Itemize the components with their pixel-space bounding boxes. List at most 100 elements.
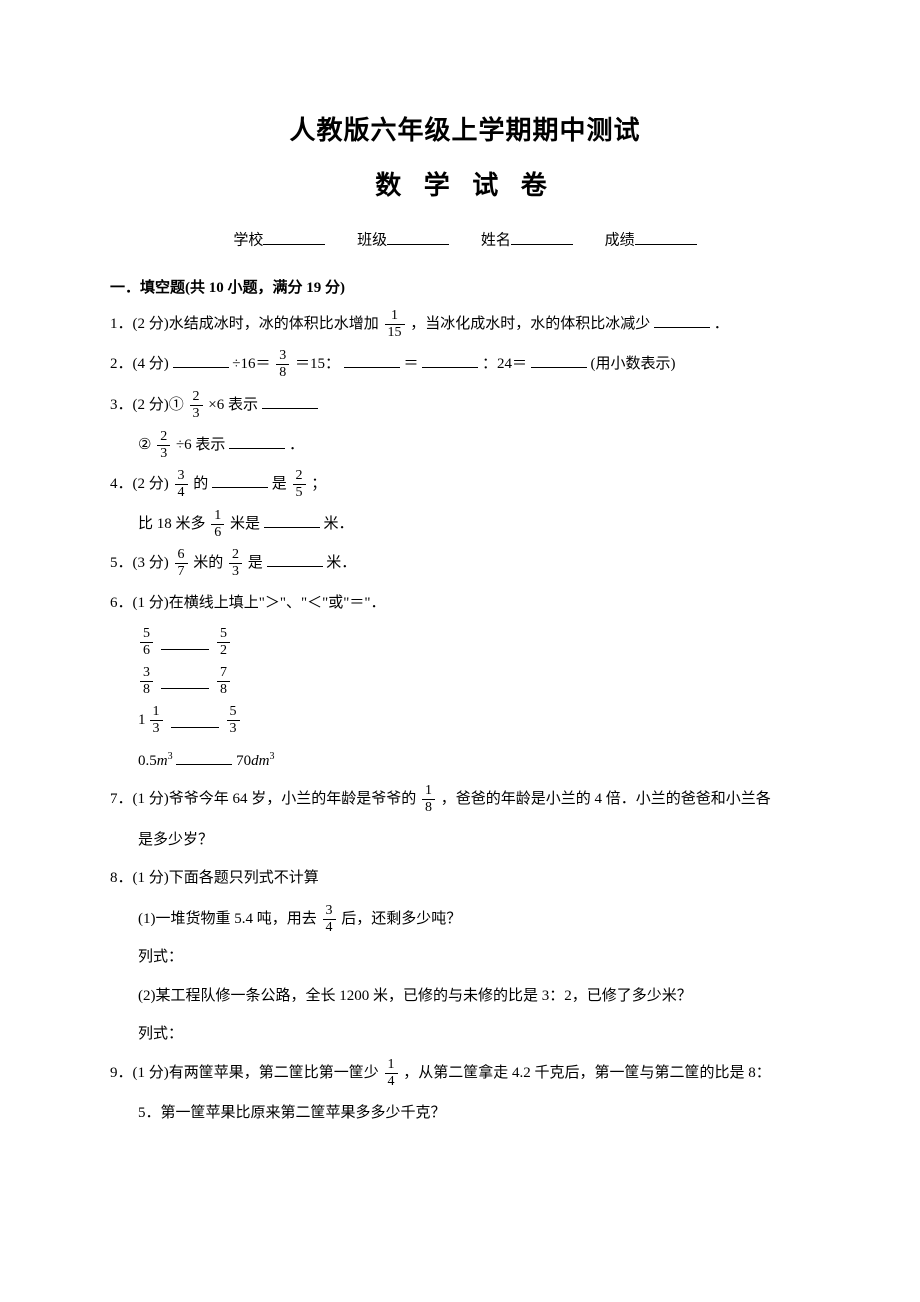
mixed-fraction: 1 1 3	[138, 705, 165, 736]
answer-blank[interactable]	[267, 552, 323, 567]
question-3: 3．(2 分)① 2 3 ×6 表示	[110, 388, 820, 423]
section-heading: 一．填空题(共 10 小题，满分 19 分)	[110, 276, 820, 297]
question-5: 5．(3 分) 6 7 米的 2 3 是 米．	[110, 546, 820, 581]
question-2: 2．(4 分) ÷16＝ 3 8 ＝15： ＝ ：24＝ (用小数表示)	[110, 347, 820, 382]
q1-text-b: ，当冰化成水时，水的体积比冰减少	[410, 316, 650, 332]
blank-name[interactable]	[511, 228, 573, 245]
question-8-formula-2: 列式：	[110, 1017, 820, 1052]
question-7-cont: 是多少岁？	[110, 823, 820, 858]
fraction: 2 3	[229, 548, 242, 579]
q8-text-b: (1)一堆货物重 5.4 吨，用去	[138, 911, 317, 927]
blank-school[interactable]	[263, 228, 325, 245]
compare-row-3: 1 1 3 5 3	[110, 705, 820, 736]
answer-blank[interactable]	[229, 434, 285, 449]
fraction: 7 8	[217, 666, 230, 697]
fraction: 3 8	[276, 349, 289, 380]
question-9: 9．(1 分)有两筐苹果，第二筐比第一筐少 1 4 ，从第二筐拿走 4.2 千克…	[110, 1056, 820, 1091]
q4-text-b: 的	[193, 476, 208, 492]
question-8-formula-1: 列式：	[110, 940, 820, 975]
answer-blank[interactable]	[262, 394, 318, 409]
fraction: 1 4	[385, 1058, 398, 1089]
q2-text-d: ＝	[404, 356, 419, 372]
unit-m3: m	[157, 753, 168, 769]
compare-row-2: 3 8 7 8	[110, 666, 820, 697]
q4-text-e: 比 18 米多	[138, 516, 206, 532]
question-8-1: (1)一堆货物重 5.4 吨，用去 3 4 后，还剩多少吨？	[110, 902, 820, 937]
q5-text-c: 是	[248, 555, 263, 571]
fraction: 5 6	[140, 627, 153, 658]
q4-text-c: 是	[272, 476, 287, 492]
fraction: 2 3	[157, 430, 170, 461]
fraction: 1 15	[385, 309, 405, 340]
q4-text-f: 米是	[230, 516, 260, 532]
fraction: 5 2	[217, 627, 230, 658]
question-7: 7．(1 分)爷爷今年 64 岁，小兰的年龄是爷爷的 1 8 ，爸爸的年龄是小兰…	[110, 782, 820, 817]
fraction: 3 4	[323, 904, 336, 935]
label-class: 班级	[357, 233, 387, 249]
fraction: 3 4	[175, 469, 188, 500]
q8-text-c: 后，还剩多少吨？	[341, 911, 461, 927]
answer-blank[interactable]	[531, 353, 587, 368]
q8-text-f: 列式：	[138, 1026, 183, 1042]
q4-text-g: 米．	[324, 516, 354, 532]
info-line: 学校 班级 姓名 成绩	[110, 228, 820, 250]
q3-text-a: 3．(2 分)①	[110, 397, 184, 413]
answer-blank[interactable]	[422, 353, 478, 368]
label-school: 学校	[233, 233, 263, 249]
q9-text-c: 5．第一筐苹果比原来第二筐苹果多多少千克？	[138, 1105, 446, 1121]
unit-dm3: dm	[251, 753, 269, 769]
q6-text-a: 6．(1 分)在横线上填上"＞"、"＜"或"＝"．	[110, 595, 385, 611]
question-4: 4．(2 分) 3 4 的 是 2 5 ；	[110, 467, 820, 502]
q1-text-a: 1．(2 分)水结成冰时，冰的体积比水增加	[110, 316, 379, 332]
compare-row-4: 0.5m3 70dm3	[110, 744, 820, 779]
exam-page: 人教版六年级上学期期中测试 数 学 试 卷 学校 班级 姓名 成绩 一．填空题(…	[0, 0, 920, 1302]
q5-text-d: 米．	[326, 555, 356, 571]
q7-text-b: ，爸爸的年龄是小兰的 4 倍．小兰的爸爸和小兰各	[441, 791, 771, 807]
answer-blank[interactable]	[171, 713, 219, 728]
q2-text-c: ＝15：	[295, 356, 340, 372]
question-6: 6．(1 分)在横线上填上"＞"、"＜"或"＝"．	[110, 586, 820, 621]
q2-text-e: ：24＝	[482, 356, 527, 372]
compare-row-1: 5 6 5 2	[110, 627, 820, 658]
q9-text-b: ，从第二筐拿走 4.2 千克后，第一筐与第二筐的比是 8：	[403, 1065, 771, 1081]
q9-text-a: 9．(1 分)有两筐苹果，第二筐比第一筐少	[110, 1065, 379, 1081]
q2-text-f: (用小数表示)	[591, 356, 676, 372]
fraction: 5 3	[227, 705, 240, 736]
q7-text-c: 是多少岁？	[138, 832, 213, 848]
q7-text-a: 7．(1 分)爷爷今年 64 岁，小兰的年龄是爷爷的	[110, 791, 416, 807]
blank-class[interactable]	[387, 228, 449, 245]
fraction: 6 7	[175, 548, 188, 579]
fraction: 2 5	[293, 469, 306, 500]
q5-text-a: 5．(3 分)	[110, 555, 169, 571]
fraction: 1 8	[422, 784, 435, 815]
sup-3: 3	[269, 751, 274, 762]
question-8: 8．(1 分)下面各题只列式不计算	[110, 861, 820, 896]
blank-score[interactable]	[635, 228, 697, 245]
question-3-sub: ② 2 3 ÷6 表示 ．	[110, 428, 820, 463]
q1-text-c: ．	[714, 316, 729, 332]
answer-blank[interactable]	[654, 313, 710, 328]
answer-blank[interactable]	[344, 353, 400, 368]
label-score: 成绩	[605, 233, 635, 249]
answer-blank[interactable]	[264, 513, 320, 528]
fraction: 1 6	[211, 509, 224, 540]
q3-text-b: ×6 表示	[208, 397, 258, 413]
question-8-2: (2)某工程队修一条公路，全长 1200 米，已修的与未修的比是 3：2，已修了…	[110, 979, 820, 1014]
answer-blank[interactable]	[161, 635, 209, 650]
answer-blank[interactable]	[173, 353, 229, 368]
q8-text-d: 列式：	[138, 949, 183, 965]
fraction: 1 3	[150, 705, 163, 736]
title-sub: 数 学 试 卷	[110, 165, 820, 202]
answer-blank[interactable]	[212, 473, 268, 488]
q2-text-b: ÷16＝	[232, 356, 270, 372]
title-main: 人教版六年级上学期期中测试	[110, 110, 820, 147]
q6-4b: 70	[236, 753, 251, 769]
question-9-cont: 5．第一筐苹果比原来第二筐苹果多多少千克？	[110, 1096, 820, 1131]
q3-text-d: ÷6 表示	[176, 437, 225, 453]
sup-3: 3	[168, 751, 173, 762]
q3-text-e: ．	[289, 437, 304, 453]
answer-blank[interactable]	[161, 674, 209, 689]
q4-text-d: ；	[311, 476, 326, 492]
answer-blank[interactable]	[176, 750, 232, 765]
q6-4a: 0.5	[138, 753, 157, 769]
